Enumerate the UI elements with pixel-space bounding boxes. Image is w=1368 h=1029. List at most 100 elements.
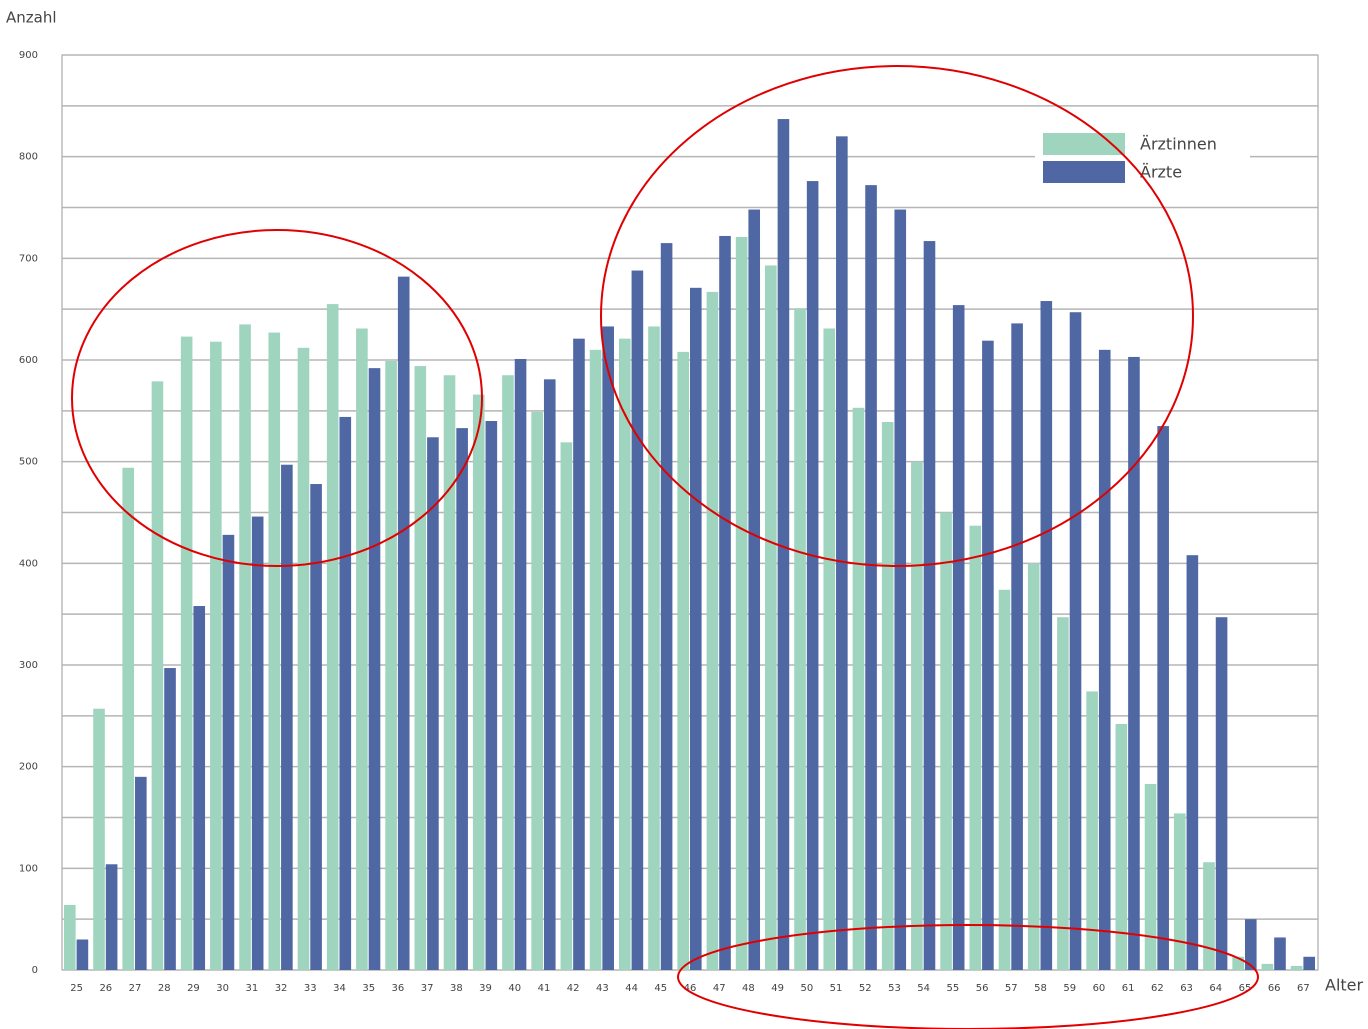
bar: [911, 461, 923, 970]
bar: [982, 340, 994, 970]
x-tick-label: 36: [392, 983, 405, 994]
x-tick-label: 42: [567, 983, 580, 994]
x-tick-label: 29: [187, 983, 200, 994]
x-tick-label: 63: [1180, 983, 1193, 994]
bar: [589, 349, 602, 970]
bar: [865, 185, 877, 971]
bar: [660, 243, 673, 971]
bar: [1011, 323, 1023, 970]
x-tick-label: 31: [245, 983, 258, 994]
bar: [180, 336, 193, 970]
x-tick-label: 28: [158, 983, 171, 994]
bar: [940, 512, 952, 970]
bar: [531, 411, 543, 971]
x-tick-label: 45: [654, 983, 667, 994]
x-tick-label: 40: [508, 983, 521, 994]
x-tick-label: 53: [888, 983, 901, 994]
x-tick-label: 64: [1209, 983, 1222, 994]
bar: [485, 421, 498, 970]
bar: [210, 341, 222, 970]
x-tick-label: 52: [859, 983, 872, 994]
bar: [76, 939, 89, 970]
bar: [1215, 617, 1228, 970]
bar: [631, 270, 644, 970]
bar: [1157, 426, 1169, 970]
bar: [414, 366, 427, 971]
bar: [1173, 813, 1186, 970]
x-tick-label: 30: [216, 983, 229, 994]
bar: [998, 589, 1011, 970]
y-tick-label: 900: [19, 50, 38, 61]
bar: [281, 464, 293, 970]
bar: [969, 525, 982, 970]
bar: [1057, 617, 1069, 970]
bar: [777, 119, 790, 971]
x-tick-label: 50: [800, 983, 813, 994]
x-tick-label: 48: [742, 983, 755, 994]
bar: [251, 516, 264, 970]
x-tick-label: 51: [830, 983, 843, 994]
x-tick-label: 44: [625, 983, 638, 994]
bar: [1186, 555, 1199, 970]
x-tick-label: 49: [771, 983, 784, 994]
bar: [326, 304, 339, 970]
x-axis-label: Alter: [1325, 976, 1364, 995]
bar: [356, 328, 368, 970]
legend-label: Ärztinnen: [1140, 135, 1217, 154]
x-tick-label: 37: [421, 983, 434, 994]
bar: [923, 241, 936, 971]
legend-swatch: [1043, 161, 1125, 183]
x-tick-label: 47: [713, 983, 726, 994]
x-tick-label: 61: [1122, 983, 1135, 994]
x-tick-label: 56: [976, 983, 989, 994]
bar: [164, 668, 176, 970]
bar: [151, 381, 164, 971]
bar: [602, 326, 614, 970]
bar: [719, 235, 731, 970]
bar: [1086, 691, 1098, 970]
y-tick-label: 200: [19, 762, 38, 773]
bar: [706, 291, 719, 971]
x-tick-label: 59: [1063, 983, 1076, 994]
bar: [1144, 783, 1157, 970]
bar: [852, 407, 865, 970]
x-tick-label: 25: [70, 983, 83, 994]
x-tick-label: 35: [362, 983, 375, 994]
y-tick-label: 700: [19, 253, 38, 264]
x-tick-label: 67: [1297, 983, 1310, 994]
x-tick-label: 27: [129, 983, 142, 994]
bar: [794, 308, 806, 970]
x-tick-label: 60: [1093, 983, 1106, 994]
y-tick-label: 400: [19, 558, 38, 569]
annotation-circle: [677, 924, 1259, 1029]
x-tick-label: 66: [1268, 983, 1281, 994]
bar: [135, 776, 147, 970]
bar: [1040, 301, 1053, 970]
y-tick-label: 100: [19, 863, 38, 874]
x-tick-label: 65: [1239, 983, 1252, 994]
bar: [1098, 349, 1111, 970]
x-tick-label: 58: [1034, 983, 1047, 994]
bar: [1261, 963, 1274, 970]
bar: [806, 181, 819, 971]
x-tick-label: 34: [333, 983, 346, 994]
x-tick-label: 33: [304, 983, 317, 994]
bar: [239, 324, 251, 971]
bar: [502, 375, 514, 970]
bar: [443, 375, 456, 970]
bar: [543, 379, 556, 971]
x-tick-label: 39: [479, 983, 492, 994]
bar: [385, 361, 397, 970]
bar: [735, 236, 748, 970]
x-tick-label: 38: [450, 983, 463, 994]
bar: [748, 209, 761, 971]
x-tick-label: 32: [275, 983, 288, 994]
bar: [1115, 723, 1128, 970]
x-tick-label: 43: [596, 983, 609, 994]
bar: [881, 422, 894, 970]
bar: [368, 368, 381, 971]
bar: [894, 209, 907, 971]
x-tick-label: 62: [1151, 983, 1164, 994]
